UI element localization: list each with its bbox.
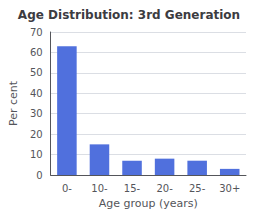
svg-text:Age Distribution: 3rd Generati: Age Distribution: 3rd Generation — [18, 8, 240, 22]
svg-text:50: 50 — [30, 67, 43, 78]
svg-text:10-: 10- — [91, 183, 108, 194]
svg-text:20: 20 — [30, 129, 43, 140]
svg-text:60: 60 — [30, 47, 43, 58]
svg-text:15-: 15- — [124, 183, 141, 194]
svg-text:0: 0 — [36, 170, 42, 181]
svg-text:30+: 30+ — [219, 183, 240, 194]
svg-text:20-: 20- — [156, 183, 173, 194]
svg-text:10: 10 — [30, 149, 43, 160]
svg-text:70: 70 — [30, 27, 43, 38]
svg-text:30: 30 — [30, 108, 43, 119]
svg-text:Age group (years): Age group (years) — [99, 197, 198, 210]
svg-text:40: 40 — [30, 88, 43, 99]
svg-text:Per cent: Per cent — [7, 80, 20, 126]
svg-text:0-: 0- — [62, 183, 72, 194]
svg-text:25-: 25- — [189, 183, 206, 194]
